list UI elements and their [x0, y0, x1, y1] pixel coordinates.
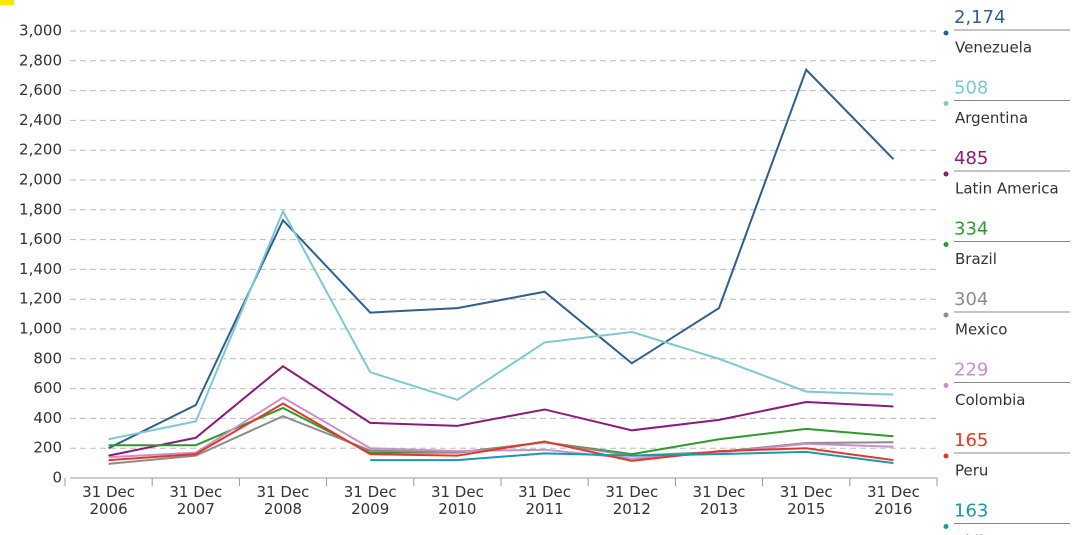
- legend-value: 2,174: [954, 7, 1006, 28]
- y-tick-label: 3,000: [19, 22, 62, 40]
- y-tick-label: 1,000: [19, 320, 62, 338]
- legend-label: Brazil: [955, 250, 997, 268]
- x-tick-label: 31 Dec 2013: [692, 483, 746, 518]
- x-tick-label: 31 Dec 2006: [82, 483, 136, 518]
- x-tick-label: 31 Dec 2008: [256, 483, 310, 518]
- legend-value: 304: [954, 289, 988, 310]
- series-line: [370, 450, 894, 465]
- x-tick-label: 31 Dec 2010: [430, 483, 484, 518]
- legend-dot: [943, 453, 949, 459]
- x-tick-label: 31 Dec 2009: [343, 483, 397, 518]
- x-tick-label: 31 Dec 2007: [169, 483, 223, 518]
- x-tick-label: 31 Dec 2012: [605, 483, 659, 518]
- series-line: [108, 208, 894, 441]
- legend-value: 485: [954, 148, 988, 169]
- y-tick-label: 2,200: [19, 141, 62, 159]
- y-tick-label: 0: [52, 469, 62, 487]
- y-tick-label: 2,400: [19, 111, 62, 129]
- y-tick-label: 600: [33, 379, 62, 397]
- series-line: [108, 365, 894, 457]
- y-tick-label: 1,400: [19, 260, 62, 278]
- legend-label: Chile: [955, 532, 993, 535]
- legend-dot: [943, 171, 949, 177]
- legend-label: Mexico: [955, 321, 1007, 339]
- y-tick-label: 400: [33, 409, 62, 427]
- legend-label: Peru: [955, 462, 988, 480]
- y-tick-label: 200: [33, 439, 62, 457]
- legend-dot: [943, 30, 949, 36]
- x-tick-label: 31 Dec 2015: [779, 483, 833, 518]
- y-tick-label: 2,600: [19, 81, 62, 99]
- series-line: [108, 396, 894, 460]
- legend-dot: [943, 242, 949, 247]
- y-tick-label: 2,000: [19, 171, 62, 189]
- legend-label: Venezuela: [955, 39, 1032, 57]
- legend-dot: [943, 312, 949, 318]
- legend-value: 334: [954, 219, 988, 240]
- legend-label: Colombia: [955, 391, 1026, 409]
- y-tick-label: 1,200: [19, 290, 62, 308]
- x-tick-label: 31 Dec 2011: [518, 483, 572, 518]
- y-tick-label: 1,600: [19, 230, 62, 248]
- legend-dot: [943, 383, 949, 388]
- legend-dot: [943, 101, 949, 106]
- legend-value: 165: [954, 430, 988, 451]
- legend-value: 229: [954, 360, 988, 381]
- legend-value: 163: [954, 501, 988, 522]
- brand-mark: [0, 0, 14, 5]
- y-tick-label: 1,800: [19, 200, 62, 218]
- y-tick-label: 800: [33, 349, 62, 367]
- x-tick-label: 31 Dec 2016: [866, 483, 920, 518]
- series-line: [108, 402, 894, 462]
- legend-dot: [943, 524, 949, 529]
- legend-label: Argentina: [955, 109, 1028, 127]
- y-tick-label: 2,800: [19, 51, 62, 69]
- legend-label: Latin America: [955, 180, 1059, 198]
- legend-value: 508: [954, 78, 988, 99]
- series-line: [108, 67, 895, 450]
